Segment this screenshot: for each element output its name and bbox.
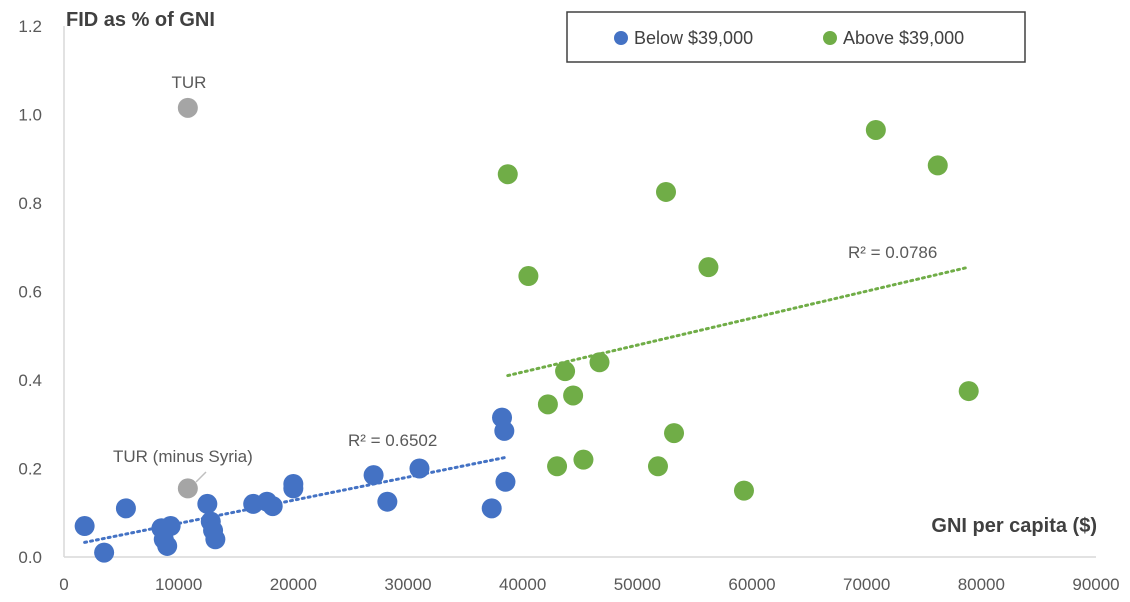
data-point-series-0 (262, 496, 283, 517)
annotation-tur-minus-syria: TUR (minus Syria) (113, 447, 253, 466)
data-point-series-0 (94, 542, 115, 563)
y-tick-labels: 0.0 0.2 0.4 0.6 0.8 1.0 1.2 (18, 17, 42, 567)
data-point-series-0 (481, 498, 502, 519)
data-point-series-0 (157, 535, 178, 556)
annotation-leader-line (195, 471, 207, 483)
y-tick-label: 0.8 (18, 194, 42, 213)
trendline-0 (83, 455, 507, 544)
data-point-series-0 (160, 516, 181, 537)
x-tick-label: 90000 (1072, 575, 1119, 594)
annotation-tur: TUR (172, 73, 207, 92)
x-tick-label: 40000 (499, 575, 546, 594)
data-point-series-1 (647, 456, 668, 477)
data-point-series-1 (518, 266, 539, 287)
x-axis-title: GNI per capita ($) (931, 515, 1097, 537)
x-tick-label: 70000 (843, 575, 890, 594)
trend-labels: R² = 0.6502 R² = 0.0786 (348, 243, 937, 450)
trendline-label-above: R² = 0.0786 (848, 243, 937, 262)
legend-box (566, 11, 1026, 63)
x-tick-labels: 0 10000 20000 30000 40000 50000 60000 70000 8000… (59, 575, 1119, 594)
data-point-series-0 (377, 491, 398, 512)
x-tick-label: 20000 (270, 575, 317, 594)
data-point-series-1 (733, 480, 754, 501)
data-point-series-0 (409, 458, 430, 479)
data-point-series-1 (656, 181, 676, 202)
data-point-series-1 (927, 155, 948, 176)
y-tick-label: 1.2 (18, 17, 42, 36)
data-point-series-1 (664, 423, 685, 444)
data-point-series-0 (495, 471, 516, 492)
data-point-series-1 (589, 352, 610, 373)
data-point-series-0 (363, 465, 384, 486)
data-point-series-2 (177, 97, 198, 118)
x-tick-label: 80000 (958, 575, 1005, 594)
legend: Below $39,000 Above $39,000 (566, 11, 1026, 63)
y-tick-label: 0.2 (18, 460, 42, 479)
y-tick-label: 0.4 (18, 371, 42, 390)
y-axis-title: FID as % of GNI (66, 9, 215, 31)
x-tick-label: 0 (59, 575, 68, 594)
y-tick-label: 0.0 (18, 548, 42, 567)
y-tick-label: 0.6 (18, 283, 42, 302)
legend-label-above: Above $39,000 (843, 28, 964, 48)
x-tick-label: 30000 (384, 575, 431, 594)
data-point-series-1 (698, 257, 719, 278)
legend-marker-above (823, 31, 837, 45)
data-point-series-1 (563, 385, 584, 406)
trendlines (83, 265, 971, 544)
x-tick-label: 10000 (155, 575, 202, 594)
x-tick-label: 60000 (728, 575, 775, 594)
data-point-series-1 (865, 119, 886, 140)
data-point-series-0 (494, 420, 515, 441)
data-point-series-0 (205, 529, 226, 550)
legend-marker-below (614, 31, 628, 45)
data-point-series-1 (547, 456, 568, 477)
trendline-label-below: R² = 0.6502 (348, 431, 437, 450)
data-point-series-1 (537, 394, 558, 415)
point-annotations: TUR TUR (minus Syria) (113, 73, 253, 483)
data-point-series-0 (197, 493, 218, 514)
data-points (74, 97, 979, 563)
legend-label-below: Below $39,000 (634, 28, 753, 48)
data-point-series-1 (555, 361, 576, 382)
data-point-series-2 (177, 478, 198, 499)
trendline-1 (506, 265, 971, 378)
x-tick-label: 50000 (614, 575, 661, 594)
data-point-series-0 (283, 478, 304, 499)
data-point-series-1 (497, 164, 518, 185)
data-point-series-0 (115, 498, 136, 519)
y-tick-label: 1.0 (18, 106, 42, 125)
data-point-series-1 (573, 449, 594, 470)
data-point-series-0 (74, 516, 95, 537)
data-point-series-1 (958, 381, 979, 402)
